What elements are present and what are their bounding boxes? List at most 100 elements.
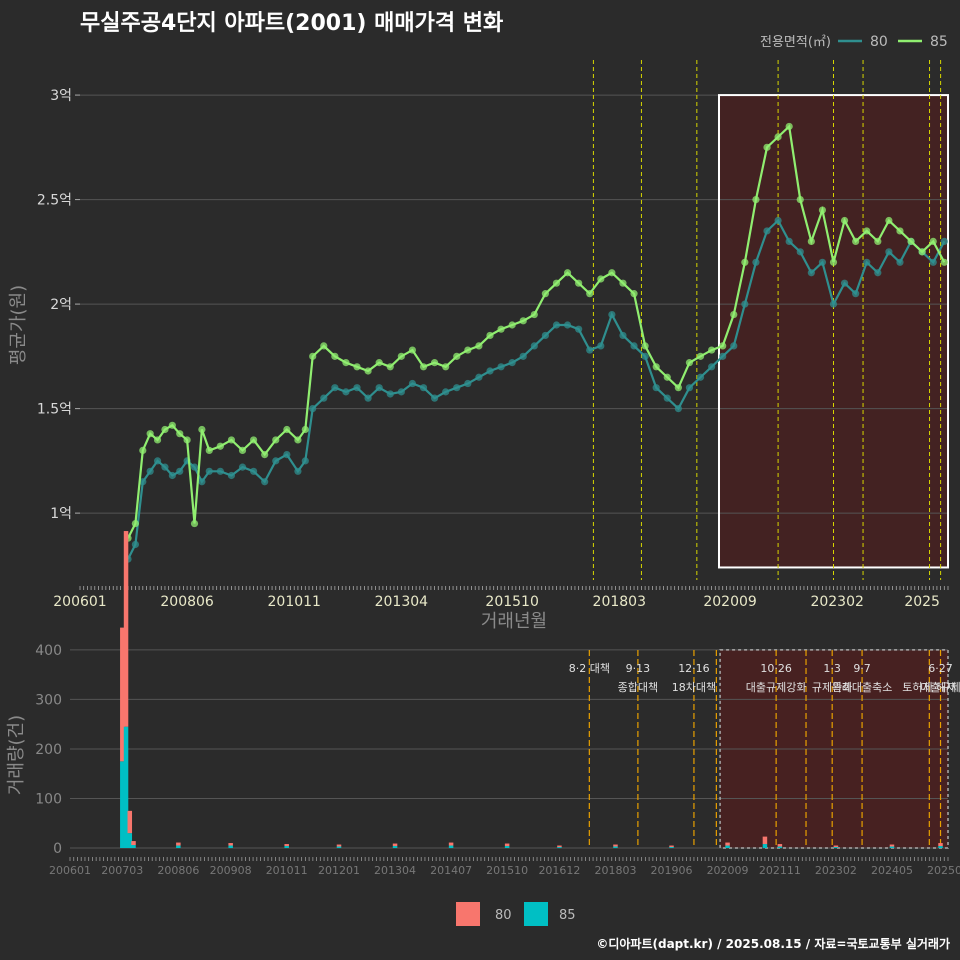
bar-80: [889, 844, 895, 847]
data-point-85: [752, 195, 760, 204]
data-point-80: [619, 331, 627, 340]
data-point-85: [419, 363, 428, 371]
data-point-85: [301, 425, 309, 434]
data-point-80: [563, 321, 572, 329]
legend-title: 전용면적(㎡): [760, 35, 831, 50]
data-point-85: [552, 279, 561, 287]
data-point-85: [597, 275, 605, 283]
bar-y-tick-label: 400: [35, 643, 62, 659]
data-point-80: [168, 471, 176, 480]
bar-80: [504, 843, 510, 847]
data-point-80: [774, 216, 782, 225]
data-point-80: [486, 367, 494, 375]
legend-swatch-bar-85: [524, 902, 548, 926]
data-point-85: [250, 436, 258, 444]
annotation-label: 종합대책: [618, 681, 658, 694]
data-point-80: [227, 471, 236, 480]
price-panel: 1억 1.5억 2억 2.5억 3억 200601 200806 201011 201304 20…: [8, 60, 949, 632]
data-point-80: [608, 310, 616, 319]
bar-x-tick-label: 202405: [871, 864, 913, 877]
data-point-85: [608, 269, 616, 277]
bar-85: [833, 847, 839, 848]
data-point-80: [641, 352, 649, 360]
y-tick-label: 1.5억: [37, 402, 72, 418]
data-point-85: [408, 346, 417, 354]
bar-85: [120, 761, 125, 848]
data-point-85: [198, 425, 206, 434]
data-point-85: [641, 342, 649, 350]
bar-x-tick-label: 200908: [210, 864, 252, 877]
data-point-85: [663, 373, 671, 381]
data-point-80: [652, 384, 660, 392]
legend-label-85: 85: [930, 34, 948, 50]
data-point-80: [541, 331, 549, 340]
data-point-80: [131, 540, 140, 549]
data-point-85: [397, 352, 405, 360]
y-tick-label: 3억: [50, 88, 72, 104]
x-tick-label: 200601: [53, 594, 106, 610]
data-point-85: [586, 290, 594, 298]
data-point-80: [586, 346, 594, 354]
bar-x-tick-label: 200601: [49, 864, 91, 877]
data-point-85: [863, 227, 871, 235]
legend-top: 전용면적(㎡) 80 85: [760, 34, 948, 50]
data-point-80: [364, 394, 372, 402]
data-point-85: [796, 195, 804, 204]
data-point-80: [342, 388, 350, 396]
bar-80: [725, 842, 730, 846]
data-point-80: [261, 478, 269, 486]
data-point-80: [386, 390, 394, 398]
data-point-80: [419, 384, 428, 392]
data-point-85: [216, 442, 224, 450]
bar-y-tick-label: 0: [53, 841, 62, 857]
data-point-80: [283, 450, 291, 459]
bar-80: [448, 842, 454, 846]
data-point-85: [530, 310, 538, 319]
data-point-85: [364, 367, 372, 375]
data-point-85: [375, 359, 383, 367]
bar-85: [131, 845, 136, 848]
data-point-85: [685, 359, 694, 367]
data-point-80: [796, 248, 804, 256]
data-point-85: [774, 133, 782, 141]
data-point-80: [397, 388, 405, 396]
data-point-85: [885, 216, 893, 225]
data-point-80: [530, 342, 538, 350]
bar-85: [889, 846, 895, 848]
bar-y-tick-label: 200: [35, 742, 62, 758]
bar-y-tick-label: 300: [35, 692, 62, 708]
bar-80: [228, 843, 233, 846]
legend-label-80: 80: [870, 34, 888, 50]
data-point-80: [863, 258, 871, 266]
data-point-85: [730, 310, 738, 319]
bar-x-tick-label: 201803: [594, 864, 636, 877]
data-point-85: [176, 430, 184, 438]
bar-x-tick-label: 202111: [759, 864, 801, 877]
data-point-80: [464, 379, 472, 388]
data-point-85: [486, 331, 494, 340]
data-point-80: [674, 405, 682, 413]
data-point-80: [508, 359, 516, 367]
annotation-label: 대출규제: [920, 681, 960, 694]
data-point-85: [464, 346, 472, 354]
data-point-80: [475, 373, 483, 381]
data-point-80: [238, 463, 247, 471]
data-point-85: [227, 436, 236, 444]
y-tick-label: 2.5억: [37, 193, 72, 209]
data-point-85: [874, 237, 882, 245]
annotation-label: 규제완화: [812, 681, 852, 694]
bar-x-tick-label: 202009: [707, 864, 749, 877]
data-point-85: [840, 216, 849, 225]
data-point-85: [168, 421, 176, 429]
data-point-85: [146, 430, 154, 438]
legend-swatch-bar-80: [456, 902, 480, 926]
data-point-80: [840, 279, 849, 287]
data-point-80: [929, 258, 937, 266]
bar-85: [176, 845, 181, 848]
x-tick-label: 200806: [160, 594, 214, 610]
data-point-80: [146, 467, 154, 475]
data-point-85: [508, 321, 516, 329]
data-point-80: [630, 342, 638, 350]
data-point-85: [763, 143, 771, 151]
legend-label-bar-85: 85: [559, 908, 576, 923]
